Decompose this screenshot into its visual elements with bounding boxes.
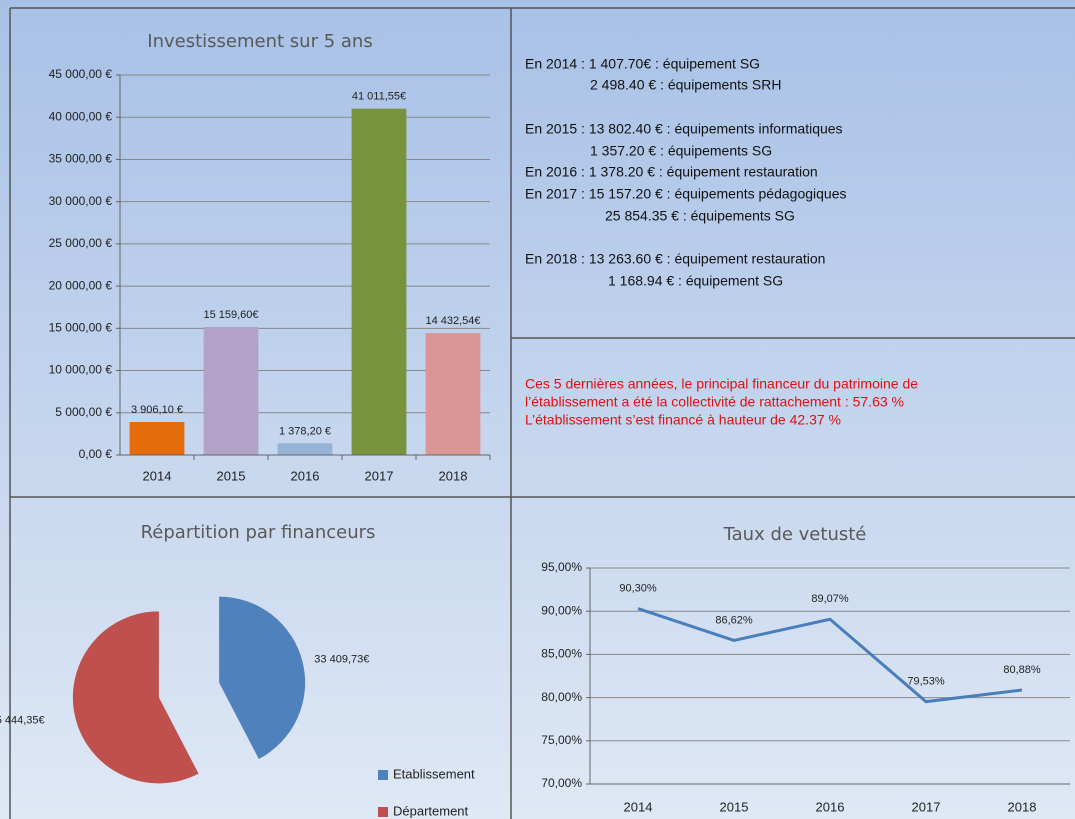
bar xyxy=(277,443,333,455)
y-tick-label: 85,00% xyxy=(541,647,582,661)
legend-swatch xyxy=(378,770,388,780)
note: En 2016 : 1 378.20 € : équipement restau… xyxy=(525,164,818,180)
note: 1 168.94 € : équipement SG xyxy=(608,273,783,289)
data-label: 89,07% xyxy=(811,593,849,605)
data-label: 86,62% xyxy=(715,614,753,626)
y-tick-label: 20 000,00 € xyxy=(49,278,113,292)
pie-slice xyxy=(72,611,199,784)
bar xyxy=(351,108,407,456)
y-tick-label: 45 000,00 € xyxy=(49,67,113,81)
data-label: 41 011,55€ xyxy=(352,91,406,103)
note: En 2017 : 15 157.20 € : équipements péda… xyxy=(525,186,846,202)
y-tick-label: 90,00% xyxy=(541,603,582,617)
bar xyxy=(129,422,185,455)
legend-label: Département xyxy=(393,803,469,818)
y-tick-label: 0,00 € xyxy=(79,447,113,461)
note: 1 357.20 € : équipements SG xyxy=(590,143,772,159)
summary: L’établissement s’est financé à hauteur … xyxy=(525,412,841,428)
x-tick-label: 2014 xyxy=(624,799,653,814)
note: En 2018 : 13 263.60 € : équipement resta… xyxy=(525,251,825,267)
x-tick-label: 2016 xyxy=(291,468,320,483)
data-label: 15 159,60€ xyxy=(203,309,258,321)
data-label: 1 378,20 € xyxy=(279,425,331,437)
x-tick-label: 2018 xyxy=(1008,799,1037,814)
x-tick-label: 2018 xyxy=(439,468,468,483)
note: 2 498.40 € : équipements SRH xyxy=(590,77,781,93)
data-label: 33 409,73€ xyxy=(314,653,369,665)
y-tick-label: 95,00% xyxy=(541,560,582,574)
note: 25 854.35 € : équipements SG xyxy=(605,208,795,224)
data-label: 3 906,10 € xyxy=(131,404,183,416)
y-tick-label: 80,00% xyxy=(541,690,582,704)
x-tick-label: 2017 xyxy=(365,468,394,483)
line xyxy=(637,607,1023,704)
pie-slice xyxy=(219,596,306,759)
data-label: 45 444,35€ xyxy=(0,715,45,727)
x-tick-label: 2017 xyxy=(912,799,941,814)
y-tick-label: 75,00% xyxy=(541,733,582,747)
data-label: 80,88% xyxy=(1003,664,1041,676)
data-label: 14 432,54€ xyxy=(425,315,480,327)
y-tick-label: 15 000,00 € xyxy=(49,321,113,335)
legend-swatch xyxy=(378,807,388,817)
summary: l’établissement a été la collectivité de… xyxy=(525,394,904,410)
data-label: 90,30% xyxy=(619,583,657,595)
y-tick-label: 30 000,00 € xyxy=(49,194,113,208)
legend-label: Etablissement xyxy=(393,766,475,781)
bar xyxy=(425,333,481,455)
y-tick-label: 10 000,00 € xyxy=(49,363,113,377)
bar xyxy=(203,326,259,455)
y-tick-label: 5 000,00 € xyxy=(55,405,112,419)
chart-title: Taux de vetusté xyxy=(723,524,867,545)
chart-title: Investissement sur 5 ans xyxy=(147,31,372,52)
chart-title: Répartition par financeurs xyxy=(141,522,376,543)
note: En 2014 : 1 407.70€ : équipement SG xyxy=(525,56,760,72)
note: En 2015 : 13 802.40 € : équipements info… xyxy=(525,121,843,137)
data-label: 79,53% xyxy=(907,676,945,688)
summary: Ces 5 dernières années, le principal fin… xyxy=(525,376,918,392)
y-tick-label: 25 000,00 € xyxy=(49,236,113,250)
x-tick-label: 2014 xyxy=(143,468,172,483)
y-tick-label: 35 000,00 € xyxy=(49,152,113,166)
y-tick-label: 40 000,00 € xyxy=(49,109,113,123)
x-tick-label: 2015 xyxy=(720,799,749,814)
x-tick-label: 2016 xyxy=(816,799,845,814)
y-tick-label: 70,00% xyxy=(541,776,582,790)
x-tick-label: 2015 xyxy=(217,468,246,483)
